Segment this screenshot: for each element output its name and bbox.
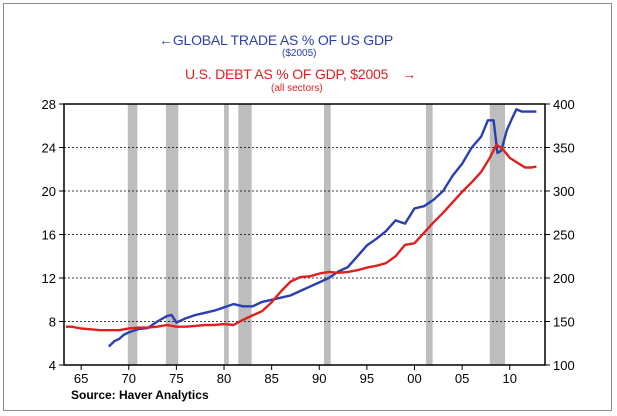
right-tick-label-3: 250 bbox=[553, 228, 575, 243]
x-tick-label-6: 95 bbox=[360, 371, 374, 386]
legend-red-arrow: → bbox=[402, 66, 417, 82]
x-tick-label-3: 80 bbox=[217, 371, 231, 386]
x-tick-label-0: 65 bbox=[74, 371, 88, 386]
left-tick-label-5: 24 bbox=[42, 141, 56, 156]
x-tick-label-1: 70 bbox=[122, 371, 136, 386]
right-tick-label-5: 350 bbox=[553, 141, 575, 156]
x-tick-label-4: 85 bbox=[264, 371, 278, 386]
legend-red-title: U.S. DEBT AS % OF GDP, $2005 → bbox=[185, 66, 416, 82]
right-tick-label-1: 150 bbox=[553, 315, 575, 330]
chart-frame bbox=[3, 3, 612, 411]
left-tick-label-4: 20 bbox=[42, 184, 56, 199]
recession-band-2 bbox=[224, 104, 229, 365]
left-tick-label-6: 28 bbox=[42, 97, 56, 112]
legend-red-label: U.S. DEBT AS % OF GDP, $2005 bbox=[185, 66, 389, 82]
series-line-global-trade bbox=[107, 108, 537, 348]
legend-blue-title: ←GLOBAL TRADE AS % OF US GDP bbox=[159, 32, 393, 48]
axis-ticks: 4 8 12 16 20 24 28 100 150 200 250 300 350 400 65 70 75 8… bbox=[42, 97, 575, 386]
right-tick-label-4: 300 bbox=[553, 184, 575, 199]
legend-blue-subtitle: ($2005) bbox=[282, 48, 317, 59]
left-tick-label-2: 12 bbox=[42, 271, 56, 286]
series-lines bbox=[65, 108, 537, 348]
x-tick-label-7: 00 bbox=[407, 371, 421, 386]
source-note: Source: Haver Analytics bbox=[71, 388, 209, 402]
gridlines bbox=[64, 147, 545, 322]
left-tick-label-0: 4 bbox=[49, 358, 56, 373]
x-tick-label-8: 05 bbox=[455, 371, 469, 386]
x-tick-label-2: 75 bbox=[169, 371, 183, 386]
x-tick-label-5: 90 bbox=[312, 371, 326, 386]
right-tick-label-6: 400 bbox=[553, 97, 575, 112]
legend-blue-label: GLOBAL TRADE AS % OF US GDP bbox=[172, 32, 394, 48]
right-tick-label-2: 200 bbox=[553, 271, 575, 286]
recession-band-4 bbox=[324, 104, 331, 365]
legend-red-subtitle: (all sectors) bbox=[271, 83, 323, 94]
legend-blue-arrow: ← bbox=[159, 32, 173, 48]
series-line-us-debt bbox=[65, 143, 537, 332]
right-tick-label-0: 100 bbox=[553, 358, 575, 373]
x-tick-label-9: 10 bbox=[503, 371, 517, 386]
left-tick-label-1: 8 bbox=[49, 315, 56, 330]
left-tick-label-3: 16 bbox=[42, 228, 56, 243]
